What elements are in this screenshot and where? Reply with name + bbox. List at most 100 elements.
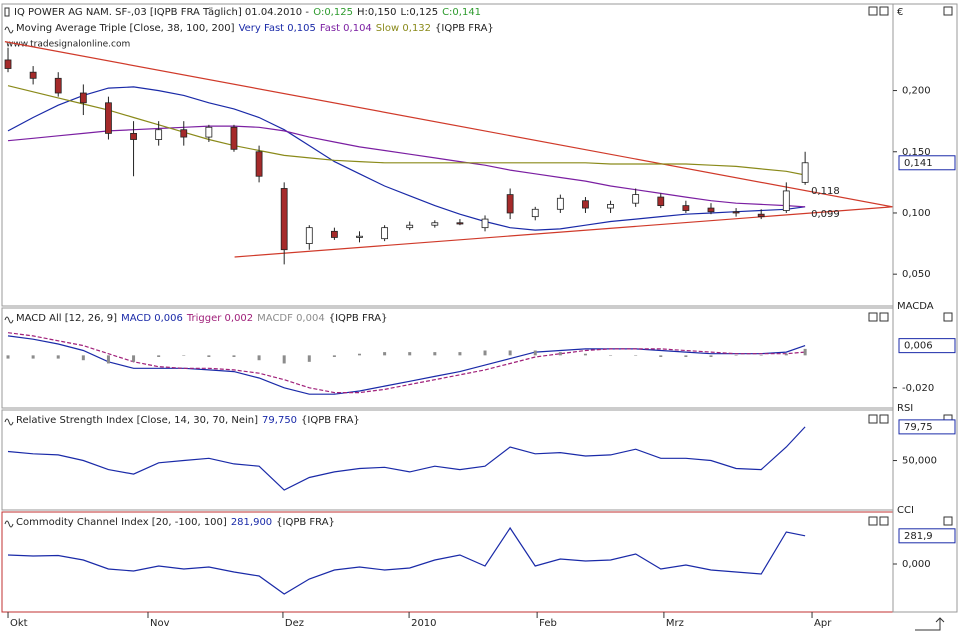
indicator-header: Commodity Channel Index [20, -100, 100] 2… [16,517,335,528]
histogram-bar [81,355,85,361]
y-tick-label: 0,000 [902,559,931,570]
histogram-bar [31,355,35,359]
cci-pane [1,511,894,613]
histogram-bar [458,352,462,356]
indicator-icon [4,520,14,528]
legend-entry: Slow 0,132 [376,23,431,34]
candle-body [280,188,288,251]
candle-body [431,222,439,226]
button[interactable] [868,414,878,424]
candle-body [582,200,589,209]
candle-body [79,92,87,104]
histogram-bar [558,352,562,356]
quote: C:0,141 [442,7,481,18]
histogram-bar [433,352,437,356]
x-tick-label: Okt [10,618,28,629]
histogram-bar [759,355,763,356]
candle-body [330,230,338,238]
rsi-pane [1,409,894,511]
button[interactable] [879,6,889,16]
trendline-label: 0,118 [811,186,840,197]
quote: O:0,125 [313,7,353,18]
candle-body [456,222,464,225]
histogram-bar [56,355,60,359]
candle-body [305,227,313,244]
histogram-bar [508,350,512,356]
candle-body [205,126,213,138]
button[interactable] [868,312,878,322]
histogram-bar [6,355,10,359]
price-pane [1,3,894,307]
histogram-bar [157,355,161,357]
histogram-bar [483,350,487,356]
candle-body [481,218,489,229]
histogram-bar [609,355,613,356]
candle-body [657,196,665,207]
candle-body [632,194,640,204]
candle-body [356,235,363,238]
histogram-bar [533,350,537,356]
button[interactable] [868,6,878,16]
quote: H:0,150 [357,7,397,18]
histogram-bar [634,355,638,356]
last-value-box [898,419,956,435]
candle-body [801,162,809,183]
indicator-line [7,332,806,394]
x-tick-label: Dez [285,618,304,629]
button[interactable] [868,516,878,526]
button[interactable] [943,312,953,322]
candle-body [782,190,790,211]
last-value-label: 0,006 [904,341,933,352]
histogram-bar [659,355,663,357]
indicator-title: MACD All [12, 26, 9] [16,313,117,324]
y-tick-label: 0,200 [902,86,931,97]
button[interactable] [879,516,889,526]
candle-body [130,132,137,140]
y-tick-label: 50,000 [902,456,937,467]
indicator-line [7,526,806,595]
candle-body [4,59,12,69]
trendline [4,41,893,208]
indicator-icon [4,418,14,426]
histogram-bar [784,353,788,356]
scroll-arrow[interactable] [915,617,945,631]
histogram-bar [106,355,110,364]
axis-label: € [897,7,903,18]
symbol [4,7,10,17]
button[interactable] [943,516,953,526]
button[interactable] [879,312,889,322]
indicator-title: Relative Strength Index [Close, 14, 30, … [16,415,258,426]
histogram-bar [709,355,713,357]
indicator-header: Relative Strength Index [Close, 14, 30, … [16,415,360,426]
indicator-line [7,426,806,491]
indicator-line [7,85,806,176]
indicator-source: {IQPB FRA} [276,517,335,528]
histogram-bar [383,352,387,356]
candle-body [381,227,389,240]
window-buttons[interactable] [868,6,953,631]
axis-label: CCI [897,505,914,516]
indicator-title: Commodity Channel Index [20, -100, 100] [16,517,227,528]
candle-body [180,129,188,138]
legend-entry: 79,750 [262,415,297,426]
right-axis [892,3,958,613]
button[interactable] [943,6,953,16]
last-value-box [898,155,956,171]
candle-body [105,102,112,134]
y-tick-label: -0,020 [902,383,934,394]
x-tick-label: Nov [150,618,170,629]
candle-body [230,126,238,150]
histogram-bar [408,352,412,356]
axis-label: RSI [897,403,913,414]
candle-body [29,71,37,79]
candle-body [531,208,539,218]
candle-body [255,151,263,177]
button[interactable] [879,414,889,424]
histogram-bar [257,355,261,361]
indicator-line [7,86,806,231]
indicator-icon [4,26,14,34]
trendline-label: 0,099 [811,209,840,220]
y-tick-label: 0,150 [902,147,931,158]
indicator-line [7,125,806,208]
